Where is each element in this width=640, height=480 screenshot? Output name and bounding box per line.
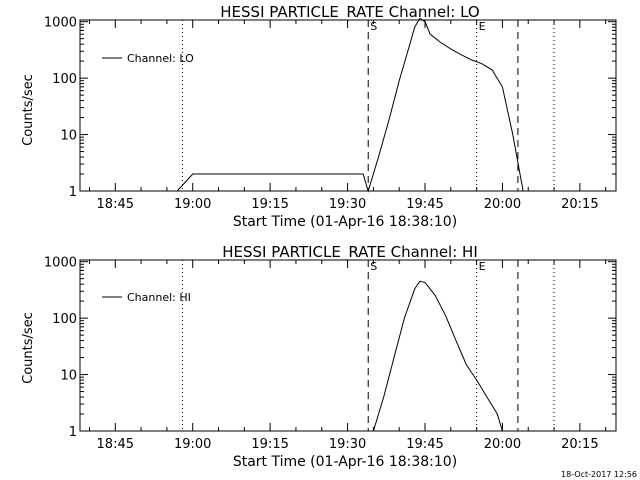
chart-title: HESSI PARTICLE_RATE Channel: LO	[220, 3, 479, 22]
axis-frame	[79, 19, 617, 192]
plot-area	[79, 19, 617, 192]
series-line	[372, 280, 503, 432]
tick-labels: 18:45 19:00 19:15 19:30 19:45 20:00 20:15 1 10 10…	[44, 256, 599, 452]
plot-area	[79, 259, 617, 432]
marker-label: E	[479, 20, 486, 33]
marker-label: S	[370, 20, 377, 33]
marker-label: E	[479, 260, 486, 273]
x-tick-label: 20:15	[561, 437, 598, 452]
legend-label: Channel: HI	[127, 291, 191, 304]
x-tick-label: 19:15	[251, 437, 288, 452]
x-tick-label: 19:15	[251, 197, 288, 212]
data-series	[99, 17, 544, 193]
x-tick-label: 19:45	[406, 437, 443, 452]
x-tick-label: 18:45	[97, 437, 134, 452]
x-axis-label: Start Time (01-Apr-16 18:38:10)	[233, 214, 457, 230]
panel-hi: HESSI PARTICLE_RATE Channel: HI Counts/s…	[21, 243, 617, 470]
x-tick-label: 20:00	[484, 197, 521, 212]
x-tick-label: 19:00	[174, 437, 211, 452]
y-tick-label: 10	[60, 129, 77, 144]
y-tick-label: 1	[69, 425, 77, 440]
tick-labels: 18:45 19:00 19:15 19:30 19:45 20:00 20:15 1 10 10…	[44, 16, 599, 212]
x-axis-label: Start Time (01-Apr-16 18:38:10)	[233, 454, 457, 470]
data-series	[372, 280, 503, 432]
legend-label: Channel: LO	[127, 52, 194, 65]
x-tick-label: 19:30	[329, 197, 366, 212]
axes-ticks	[80, 260, 616, 432]
axis-frame	[79, 259, 617, 432]
x-tick-label: 18:45	[97, 197, 134, 212]
x-tick-label: 19:45	[406, 197, 443, 212]
series-line	[99, 17, 544, 193]
y-tick-label: 1	[69, 185, 77, 200]
x-tick-label: 20:00	[484, 437, 521, 452]
axes-ticks	[80, 20, 616, 192]
x-tick-label: 20:15	[561, 197, 598, 212]
y-axis-label: Counts/sec	[21, 312, 36, 384]
chart-title: HESSI PARTICLE_RATE Channel: HI	[222, 243, 478, 262]
y-tick-label: 10	[60, 369, 77, 384]
footer-timestamp: 18-Oct-2017 12:56	[561, 470, 637, 479]
y-axis-label: Counts/sec	[21, 74, 36, 146]
marker-label: S	[370, 260, 377, 273]
y-tick-label: 100	[52, 72, 77, 87]
y-tick-label: 1000	[44, 16, 77, 31]
x-tick-label: 19:30	[329, 437, 366, 452]
panel-lo: HESSI PARTICLE_RATE Channel: LO Counts/s…	[21, 3, 617, 230]
y-tick-label: 1000	[44, 256, 77, 271]
y-tick-label: 100	[52, 312, 77, 327]
x-tick-label: 19:00	[174, 197, 211, 212]
